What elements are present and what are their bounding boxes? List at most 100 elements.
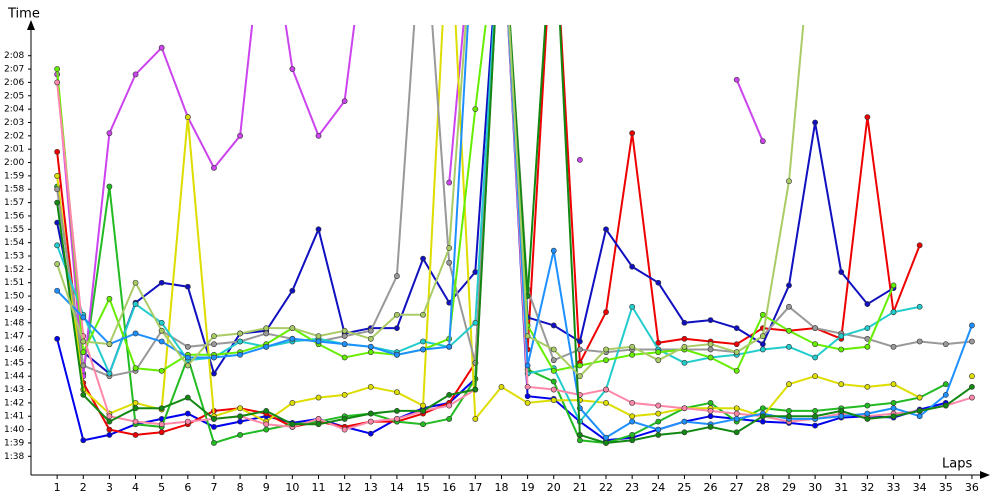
point	[890, 413, 897, 420]
point	[733, 76, 740, 83]
point	[184, 362, 191, 369]
point	[969, 338, 975, 345]
point	[54, 287, 61, 294]
point	[446, 402, 453, 409]
point	[289, 66, 296, 72]
y-tick-label: 1:59	[4, 171, 24, 181]
point	[576, 346, 583, 353]
point	[707, 346, 714, 353]
point	[158, 367, 165, 374]
point	[315, 132, 322, 139]
point	[942, 381, 949, 388]
point	[812, 422, 819, 429]
point	[786, 282, 792, 289]
y-arrow	[27, 20, 35, 30]
point	[237, 432, 243, 438]
point	[263, 421, 270, 428]
point	[969, 394, 975, 401]
point	[315, 416, 322, 422]
point	[786, 408, 792, 414]
x-tick-label: 26	[704, 481, 718, 494]
point	[681, 319, 688, 326]
point	[420, 402, 426, 409]
point	[263, 330, 270, 337]
point	[890, 282, 897, 289]
point	[263, 325, 270, 332]
point	[237, 413, 243, 420]
point	[707, 399, 714, 406]
point	[211, 341, 217, 348]
point	[54, 335, 61, 342]
series-line	[56, 25, 973, 445]
y-tick-label: 1:50	[4, 292, 24, 302]
x-tick-label: 36	[965, 481, 979, 494]
point	[812, 341, 819, 348]
point	[629, 263, 636, 270]
point	[759, 413, 766, 420]
point	[54, 199, 61, 206]
point	[838, 346, 845, 353]
point	[132, 365, 139, 372]
point	[315, 421, 322, 428]
point	[524, 383, 531, 390]
y-tick-label: 1:48	[4, 318, 24, 328]
point	[916, 242, 923, 249]
point	[655, 432, 662, 438]
x-arrow	[980, 471, 990, 479]
point	[211, 164, 217, 171]
point	[681, 405, 688, 412]
point	[341, 98, 348, 105]
point	[524, 333, 531, 340]
point	[576, 338, 583, 345]
point	[681, 359, 688, 366]
point	[550, 367, 557, 374]
y-tick-label: 1:53	[4, 252, 24, 262]
point	[315, 226, 322, 233]
point	[524, 399, 531, 406]
point	[524, 362, 531, 369]
point	[838, 333, 845, 340]
point	[733, 325, 740, 332]
point	[786, 381, 792, 388]
x-tick-label: 3	[106, 481, 113, 494]
x-tick-label: 6	[184, 481, 191, 494]
point	[367, 410, 374, 417]
point	[289, 399, 296, 406]
point	[341, 354, 348, 361]
point	[106, 370, 113, 377]
x-tick-label: 1	[54, 481, 61, 494]
point	[367, 418, 374, 425]
point	[394, 351, 400, 358]
x-tick-label: 19	[521, 481, 535, 494]
point	[759, 418, 766, 425]
point	[132, 301, 139, 307]
point	[289, 287, 296, 294]
point	[289, 325, 296, 332]
point	[655, 349, 662, 356]
point	[367, 349, 374, 356]
x-tick-label: 22	[599, 481, 613, 494]
point	[629, 437, 636, 444]
x-tick-label: 5	[158, 481, 165, 494]
point	[864, 114, 871, 121]
x-tick-label: 30	[808, 481, 822, 494]
y-tick-label: 2:08	[4, 51, 24, 61]
y-tick-label: 1:44	[4, 372, 24, 382]
series-line	[56, 25, 973, 439]
point	[759, 138, 766, 145]
point	[315, 394, 322, 401]
point	[394, 311, 400, 318]
point	[655, 279, 662, 286]
point	[211, 333, 217, 340]
series-line	[56, 25, 920, 424]
point	[158, 279, 165, 286]
point	[890, 343, 897, 350]
y-tick-label: 2:05	[4, 91, 24, 101]
point	[629, 130, 636, 137]
point	[916, 413, 923, 420]
point	[812, 119, 819, 126]
point	[54, 172, 61, 179]
x-tick-label: 31	[834, 481, 848, 494]
point	[446, 391, 453, 398]
point	[864, 343, 871, 350]
